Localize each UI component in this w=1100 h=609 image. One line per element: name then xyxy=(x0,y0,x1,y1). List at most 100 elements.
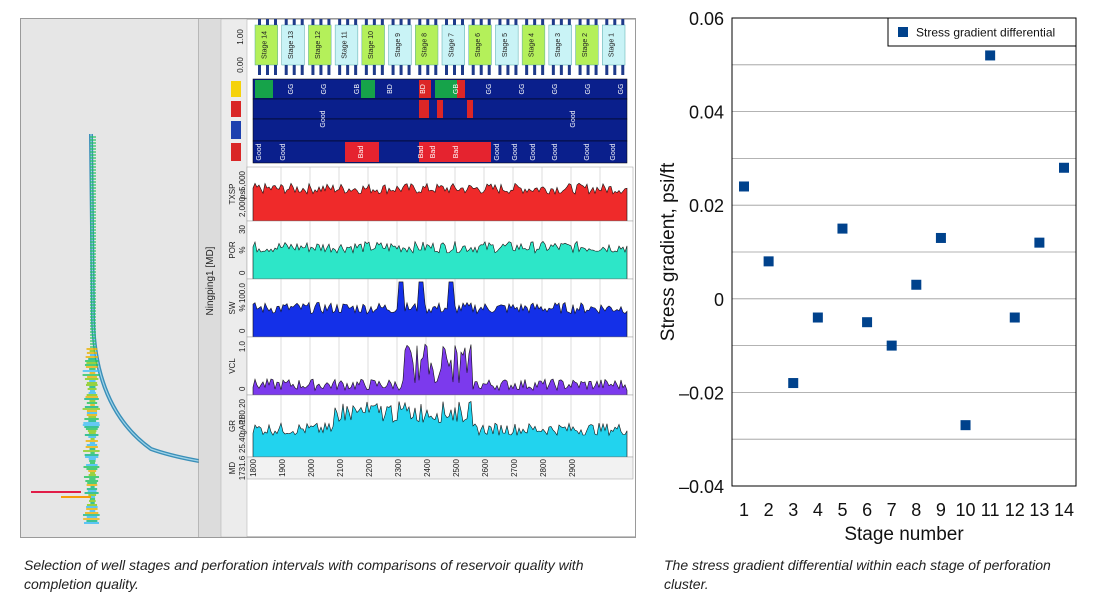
perforation-marker xyxy=(487,65,491,75)
grade-label: Good xyxy=(570,110,577,127)
perforation-marker xyxy=(399,65,403,75)
track-scale-bottom: 2,000 xyxy=(238,196,247,217)
perforation-marker xyxy=(354,19,358,25)
x-tick-label: 10 xyxy=(956,500,976,520)
perforation-marker xyxy=(533,19,537,25)
md-tick-label: 2800 xyxy=(539,459,548,477)
perforation-marker xyxy=(445,19,448,25)
track-unit: % xyxy=(238,304,247,311)
md-tick-label: 1800 xyxy=(249,459,258,477)
perforation-marker xyxy=(506,65,510,75)
perforation-marker xyxy=(266,65,269,75)
md-tick-label: 2100 xyxy=(336,459,345,477)
perforation-marker xyxy=(567,19,571,25)
log-curve xyxy=(252,240,628,280)
grade-label: Good xyxy=(256,143,263,160)
legend-label: Stress gradient differential xyxy=(916,26,1055,40)
perforation-marker xyxy=(578,65,582,75)
data-point xyxy=(1009,312,1020,323)
x-tick-label: 4 xyxy=(813,500,823,520)
grade-segment xyxy=(361,80,375,98)
grade-label: Good xyxy=(280,143,287,160)
x-tick-label: 3 xyxy=(788,500,798,520)
perforation-marker xyxy=(399,19,403,25)
perforation-marker xyxy=(364,65,368,75)
grade-segment xyxy=(467,100,473,118)
x-tick-label: 13 xyxy=(1029,500,1049,520)
stage-label: Stage 1 xyxy=(609,33,616,57)
perforation-marker xyxy=(551,65,555,75)
data-point xyxy=(886,340,897,351)
perforation-marker xyxy=(586,65,590,75)
grade-label: GG xyxy=(552,84,559,95)
perforation-marker xyxy=(586,19,590,25)
perforation-marker xyxy=(292,65,296,75)
perforation-marker xyxy=(471,65,475,75)
track-scale-bottom: 0 xyxy=(238,386,247,391)
perforation-marker xyxy=(418,19,422,25)
track-headers: TXSP5,0002,000psiPOR300%SW100.00%VCL1.00… xyxy=(228,170,247,453)
md-tick-label: 2900 xyxy=(568,459,577,477)
x-tick-label: 5 xyxy=(837,500,847,520)
perforation-marker xyxy=(621,65,625,75)
stage-label: Stage 5 xyxy=(502,33,509,57)
md-start-label: 1731.6 xyxy=(238,455,247,480)
track-scale-top: 100.0 xyxy=(238,282,247,303)
perforation-marker xyxy=(407,19,411,25)
perforation-marker xyxy=(346,19,350,25)
perforation-marker xyxy=(578,19,582,25)
grade-legend-swatch xyxy=(231,143,241,161)
perforation-marker xyxy=(327,19,331,25)
md-axis: MD 1731.6 1800 1900 2000 2100 2200 2300 2400 2500… xyxy=(228,455,634,480)
perforation-marker xyxy=(559,19,563,25)
track-scale-top: 5,000 xyxy=(238,170,247,191)
perforation-marker xyxy=(391,19,395,25)
perforation-marker xyxy=(426,19,430,25)
perforation-marker xyxy=(498,19,502,25)
grade-label: Good xyxy=(552,143,559,160)
data-point xyxy=(862,317,873,328)
x-tick-label: 2 xyxy=(764,500,774,520)
perforation-marker xyxy=(372,65,376,75)
stage-label: Stage 4 xyxy=(529,33,536,57)
y-tick-label: 0.02 xyxy=(689,196,724,216)
perforation-marker xyxy=(621,19,625,25)
perforation-marker xyxy=(274,65,277,75)
data-point xyxy=(788,378,799,389)
perforation-marker xyxy=(284,19,288,25)
chart-grid xyxy=(732,64,1076,440)
perforation-marker xyxy=(551,19,555,25)
md-tick-label: 2700 xyxy=(510,459,519,477)
stage-label: Stage 3 xyxy=(555,33,562,57)
perforation-marker xyxy=(319,19,323,25)
log-curve xyxy=(252,182,628,222)
perforation-marker xyxy=(300,19,304,25)
perforation-marker xyxy=(292,19,296,25)
left-caption: Selection of well stages and perforation… xyxy=(24,557,584,592)
data-point xyxy=(935,232,946,243)
perforation-marker xyxy=(407,65,411,75)
x-tick-labels: 1 2 3 4 5 6 7 8 9 10 11 12 13 14 xyxy=(739,500,1074,520)
grade-label: Good xyxy=(584,143,591,160)
stage-label: Stage 13 xyxy=(288,31,295,59)
grade-segment xyxy=(255,80,273,98)
x-axis-label: Stage number xyxy=(844,524,964,545)
x-tick-label: 1 xyxy=(739,500,749,520)
y-tick-labels: 0.06 0.04 0.02 0 –0.02 –0.04 xyxy=(679,9,724,497)
log-curve xyxy=(252,343,628,396)
grade-label: GG xyxy=(321,84,328,95)
perforation-marker xyxy=(311,65,315,75)
grade-label: GB xyxy=(354,84,361,94)
track-unit: % xyxy=(238,246,247,253)
perforation-marker xyxy=(594,19,598,25)
log-curve xyxy=(252,281,628,338)
stage-label: Stage 8 xyxy=(422,33,429,57)
grade-label: Bad xyxy=(430,146,437,159)
data-point xyxy=(985,50,996,61)
perforation-marker xyxy=(594,65,598,75)
grade-segment xyxy=(345,142,379,162)
top-scale-label: 1.00 xyxy=(236,29,245,45)
grade-segment xyxy=(419,142,491,162)
md-axis-bar xyxy=(246,456,634,480)
perforation-marker xyxy=(567,65,571,75)
